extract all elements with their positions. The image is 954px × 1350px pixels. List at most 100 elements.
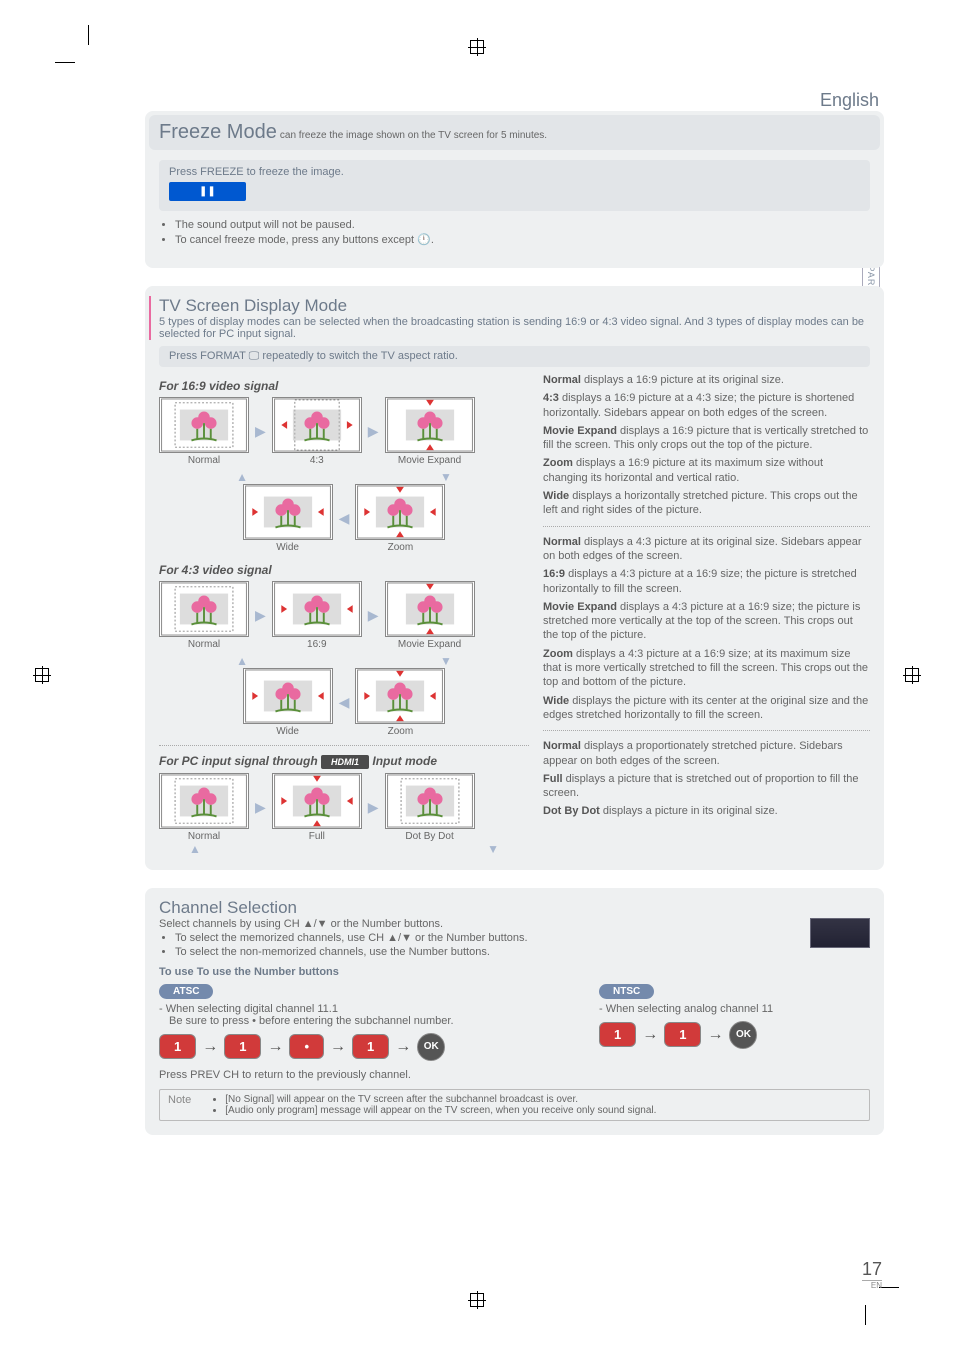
atsc-badge: ATSC xyxy=(159,984,213,999)
arrow-right-icon: → xyxy=(707,1026,723,1044)
section-channel: Channel Selection Select channels by usi… xyxy=(145,888,884,1135)
bullet-item: The sound output will not be paused. xyxy=(175,219,870,231)
thumb-zoom xyxy=(355,484,445,540)
channel-b1: To select the memorized channels, use CH… xyxy=(175,932,790,944)
thumb-16:9 xyxy=(272,581,362,637)
prev-ch: Press PREV CH to return to the previousl… xyxy=(159,1069,870,1081)
mode-desc: 4:3 displays a 16:9 picture at a 4:3 siz… xyxy=(543,391,870,420)
arrow-right-icon: → xyxy=(330,1038,346,1056)
bullet-item: To cancel freeze mode, press any buttons… xyxy=(175,233,870,246)
thumb-full xyxy=(272,773,362,829)
thumb-wide xyxy=(243,484,333,540)
ok-key: OK xyxy=(417,1033,445,1061)
channel-title: Channel Selection xyxy=(159,898,870,918)
crop-mark xyxy=(88,25,89,45)
thumb-4:3 xyxy=(272,397,362,453)
display-step: Press FORMAT 🖵 repeatedly to switch the … xyxy=(159,346,870,367)
atsc-text2: Be sure to press • before entering the s… xyxy=(159,1015,539,1027)
mode-desc: Wide displays a horizontally stretched p… xyxy=(543,489,870,518)
pause-icon: ❚❚ xyxy=(169,182,246,201)
mode-desc: Zoom displays a 4:3 picture at a 16:9 si… xyxy=(543,647,870,690)
mode-desc: Movie Expand displays a 16:9 picture tha… xyxy=(543,424,870,453)
arrow-right-icon: → xyxy=(202,1038,218,1056)
remote-key: 1 xyxy=(664,1022,701,1047)
atsc-text: When selecting digital channel 11.1 xyxy=(166,1003,338,1015)
arrow-left-icon: ◀ xyxy=(339,510,350,527)
thumb-wide xyxy=(243,668,333,724)
note-label: Note xyxy=(168,1094,191,1106)
remote-key: 1 xyxy=(159,1034,196,1059)
arrow-right-icon: ▶ xyxy=(368,423,379,440)
arrow-down-icon: ▼ xyxy=(440,470,452,484)
crop-mark xyxy=(55,62,75,63)
mode-desc: Zoom displays a 16:9 picture at its maxi… xyxy=(543,456,870,485)
mode-desc: Wide displays the picture with its cente… xyxy=(543,694,870,723)
arrow-down-icon: ▼ xyxy=(440,654,452,668)
arrow-down-icon: ▼ xyxy=(487,842,499,856)
channel-b2: To select the non-memorized channels, us… xyxy=(175,946,790,958)
registration-mark xyxy=(470,40,484,57)
mode-desc: Full displays a picture that is stretche… xyxy=(543,772,870,801)
page-number: 17 EN xyxy=(862,1259,882,1290)
ntsc-badge: NTSC xyxy=(599,984,654,999)
mode-desc: Dot By Dot displays a picture in its ori… xyxy=(543,804,870,818)
thumbs-169: Normal▶ 4:3▶ Movie Expand▲▼ xyxy=(159,397,529,553)
section-display-mode: TV Screen Display Mode 5 types of displa… xyxy=(145,286,884,870)
remote-key: 1 xyxy=(599,1022,636,1047)
thumb-dot-by-dot xyxy=(385,773,475,829)
display-title: TV Screen Display Mode xyxy=(159,296,870,316)
arrow-up-icon: ▲ xyxy=(236,470,248,484)
arrow-left-icon: ◀ xyxy=(339,694,350,711)
arrow-right-icon: → xyxy=(395,1038,411,1056)
freeze-bullets: The sound output will not be paused. To c… xyxy=(159,219,870,246)
cable-image xyxy=(810,918,870,948)
mode-desc: Movie Expand displays a 4:3 picture at a… xyxy=(543,600,870,643)
arrow-right-icon: ▶ xyxy=(255,607,266,624)
mode-desc: Normal displays a 16:9 picture at its or… xyxy=(543,373,870,387)
channel-line1: Select channels by using CH ▲/▼ or the N… xyxy=(159,918,790,930)
arrow-right-icon: ▶ xyxy=(368,607,379,624)
desc-pc: Normal displays a proportionately stretc… xyxy=(543,739,870,818)
thumb-movie-expand xyxy=(385,581,475,637)
sig43-title: For 4:3 video signal xyxy=(159,563,529,577)
remote-key: 1 xyxy=(224,1034,261,1059)
arrow-up-icon: ▲ xyxy=(189,842,201,856)
registration-mark xyxy=(35,668,49,685)
thumb-zoom xyxy=(355,668,445,724)
arrow-right-icon: → xyxy=(642,1026,658,1044)
language-label: English xyxy=(145,90,884,111)
mode-desc: 16:9 displays a 4:3 picture at a 16:9 si… xyxy=(543,567,870,596)
section-freeze-mode: Freeze Mode can freeze the image shown o… xyxy=(145,111,884,268)
pc-title-pre: For PC input signal through xyxy=(159,754,318,768)
thumbs-43: Normal▶ 16:9▶ Movie Expand▲▼ xyxy=(159,581,529,737)
remote-key: • xyxy=(289,1034,324,1059)
mode-desc: Normal displays a proportionately stretc… xyxy=(543,739,870,768)
arrow-right-icon: ▶ xyxy=(368,799,379,816)
pc-title-post: Input mode xyxy=(372,754,437,768)
registration-mark xyxy=(470,1293,484,1310)
thumb-normal xyxy=(159,397,249,453)
ok-key: OK xyxy=(729,1021,757,1049)
freeze-desc: can freeze the image shown on the TV scr… xyxy=(280,130,547,141)
arrow-right-icon: ▶ xyxy=(255,799,266,816)
crop-mark xyxy=(879,1287,899,1288)
display-desc: 5 types of display modes can be selected… xyxy=(159,316,870,340)
note-item: [No Signal] will appear on the TV screen… xyxy=(225,1094,656,1105)
keys-ntsc: 1 → 1 → OK xyxy=(599,1021,870,1049)
freeze-step: Press FREEZE to freeze the image. xyxy=(169,166,860,178)
desc-169: Normal displays a 16:9 picture at its or… xyxy=(543,373,870,518)
ntsc-text: When selecting analog channel 11 xyxy=(606,1003,773,1015)
thumb-normal xyxy=(159,773,249,829)
arrow-right-icon: ▶ xyxy=(255,423,266,440)
note-item: [Audio only program] message will appear… xyxy=(225,1105,656,1116)
freeze-title: Freeze Mode xyxy=(159,121,277,143)
crop-mark xyxy=(865,1305,866,1325)
keys-atsc: 1→1→•→1→OK xyxy=(159,1033,539,1061)
use-number-buttons: To use To use the Number buttons xyxy=(159,966,870,978)
hdmi-pill: HDMI1 xyxy=(321,755,369,769)
arrow-right-icon: → xyxy=(267,1038,283,1056)
pc-title: For PC input signal through HDMI1 Input … xyxy=(159,754,529,769)
sig169-title: For 16:9 video signal xyxy=(159,379,529,393)
notes-list: [No Signal] will appear on the TV screen… xyxy=(211,1094,656,1116)
arrow-up-icon: ▲ xyxy=(236,654,248,668)
